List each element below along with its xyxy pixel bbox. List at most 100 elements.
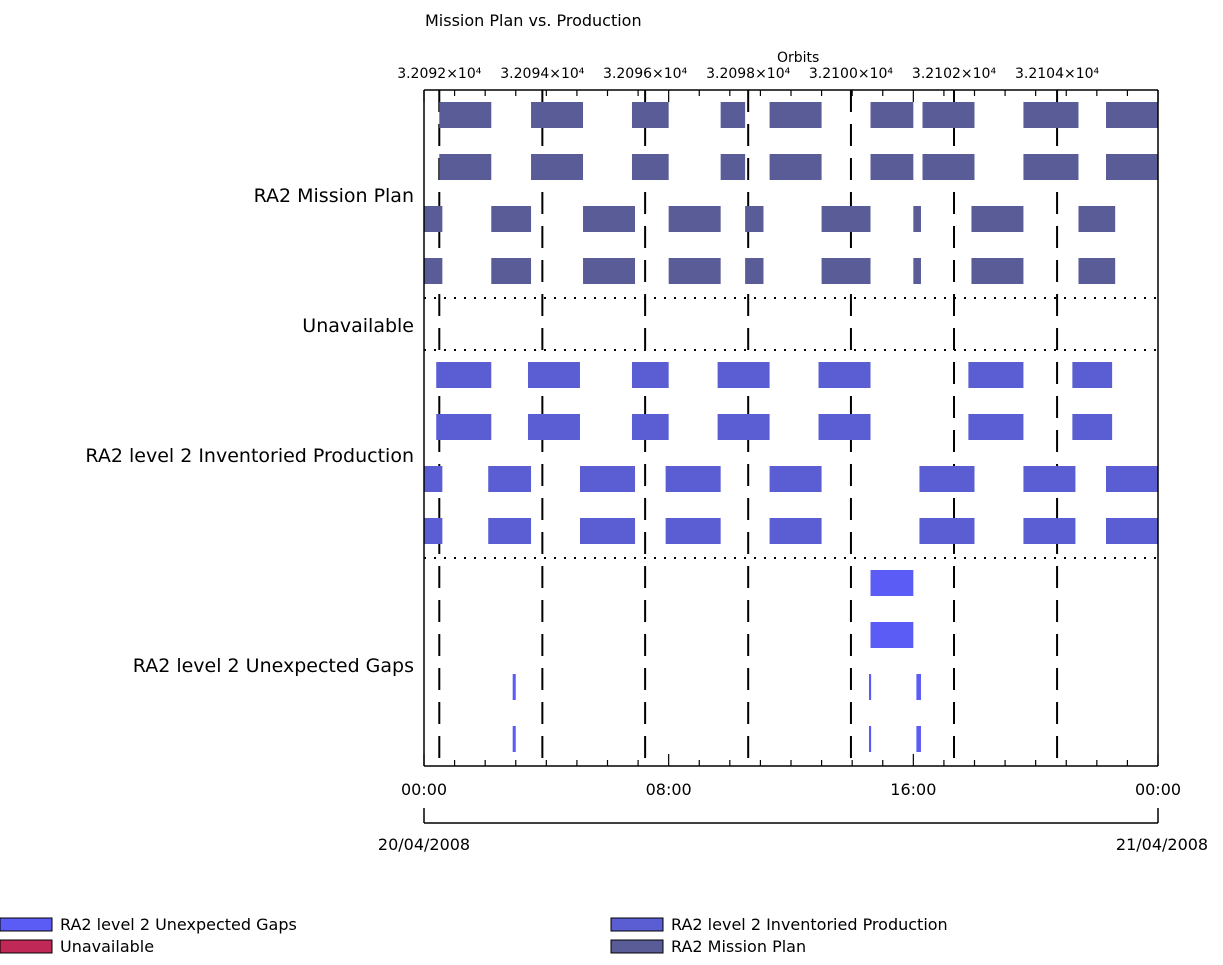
bar-row2-lane3-5: [919, 518, 975, 544]
bar-row3-lane0-0: [870, 570, 914, 596]
bar-row2-lane0-2: [631, 362, 669, 388]
row-label-1: Unavailable: [302, 315, 414, 337]
bar-row2-lane1-0: [436, 414, 492, 440]
bar-row0-lane3-4: [745, 258, 764, 284]
legend-label-2: RA2 level 2 Inventoried Production: [671, 915, 948, 934]
bar-row3-lane2-2: [916, 674, 921, 700]
bar-row0-lane2-3: [668, 206, 721, 232]
bar-row0-lane2-6: [913, 206, 921, 232]
bar-row0-lane3-0: [424, 258, 443, 284]
bar-row0-lane1-0: [439, 154, 492, 180]
bar-row2-lane1-4: [818, 414, 871, 440]
bar-row0-lane3-1: [491, 258, 532, 284]
bar-row2-lane1-2: [631, 414, 669, 440]
labels-layer: RA2 Mission Plan Unavailable RA2 level 2 I…: [85, 66, 1208, 854]
row-label-0: RA2 Mission Plan: [254, 185, 414, 207]
bar-row2-lane0-3: [717, 362, 770, 388]
bar-row0-lane2-1: [491, 206, 532, 232]
legend: RA2 level 2 Unexpected Gaps Unavailable RA…: [0, 915, 948, 956]
bar-row2-lane1-5: [968, 414, 1024, 440]
bar-row0-lane0-1: [531, 102, 584, 128]
axes-layer: [423, 89, 1159, 824]
x-tick-label-3: 00:00: [1135, 780, 1181, 799]
bar-row0-lane2-8: [1078, 206, 1116, 232]
x-tick-label-1: 08:00: [646, 780, 692, 799]
bar-row2-lane2-5: [919, 466, 975, 492]
bar-row0-lane0-5: [870, 102, 914, 128]
bar-row0-lane0-4: [769, 102, 822, 128]
top-axis-tick-label-0: 3.2092×10⁴: [397, 66, 482, 82]
row-label-3: RA2 level 2 Unexpected Gaps: [133, 655, 414, 677]
bar-row0-lane1-5: [870, 154, 914, 180]
bar-row2-lane3-2: [579, 518, 636, 544]
top-axis-tick-label-5: 3.2102×10⁴: [912, 66, 997, 82]
bar-row2-lane3-0: [424, 518, 443, 544]
x-tick-label-0: 00:00: [401, 780, 447, 799]
bar-row2-lane2-1: [488, 466, 532, 492]
date-label-0: 20/04/2008: [378, 835, 470, 854]
bar-row0-lane1-3: [720, 154, 746, 180]
bar-row2-lane3-1: [488, 518, 532, 544]
bar-row2-lane0-1: [527, 362, 580, 388]
bar-row2-lane0-6: [1072, 362, 1113, 388]
bar-row3-lane1-0: [870, 622, 914, 648]
legend-label-3: RA2 Mission Plan: [671, 937, 806, 956]
top-axis-label: Orbits: [777, 50, 819, 66]
bar-row0-lane1-4: [769, 154, 822, 180]
bar-row2-lane0-4: [818, 362, 871, 388]
legend-swatch-3: [610, 939, 664, 954]
bar-row3-lane2-0: [512, 674, 516, 700]
bar-row3-lane3-2: [916, 726, 921, 752]
bar-row0-lane2-2: [583, 206, 636, 232]
bar-row0-lane3-6: [913, 258, 921, 284]
bar-row2-lane2-4: [769, 466, 822, 492]
bar-row2-lane3-7: [1106, 518, 1158, 544]
legend-label-0: RA2 level 2 Unexpected Gaps: [60, 915, 297, 934]
chart-title: Mission Plan vs. Production: [425, 11, 642, 30]
bar-row0-lane0-6: [922, 102, 975, 128]
bar-row0-lane0-8: [1106, 102, 1158, 128]
bar-row0-lane2-4: [745, 206, 764, 232]
x-tick-label-2: 16:00: [890, 780, 936, 799]
bar-row3-lane2-1: [868, 674, 872, 700]
bar-row0-lane2-5: [821, 206, 871, 232]
bar-row2-lane2-2: [579, 466, 636, 492]
bar-row2-lane2-7: [1106, 466, 1158, 492]
bar-row0-lane0-0: [439, 102, 492, 128]
bar-row0-lane3-3: [668, 258, 721, 284]
bar-row0-lane0-3: [720, 102, 746, 128]
top-axis-tick-label-4: 3.2100×10⁴: [809, 66, 894, 82]
bar-row2-lane2-0: [424, 466, 443, 492]
date-label-1: 21/04/2008: [1116, 835, 1208, 854]
bar-row3-lane3-1: [868, 726, 872, 752]
bar-row0-lane3-5: [821, 258, 871, 284]
bar-row0-lane1-7: [1023, 154, 1079, 180]
bar-row2-lane2-3: [665, 466, 721, 492]
bar-row0-lane3-8: [1078, 258, 1116, 284]
bar-row0-lane0-2: [631, 102, 669, 128]
legend-swatch-1: [0, 939, 53, 954]
bar-row3-lane3-0: [512, 726, 516, 752]
bar-row0-lane0-7: [1023, 102, 1079, 128]
legend-label-1: Unavailable: [60, 937, 154, 956]
bar-row0-lane2-7: [971, 206, 1024, 232]
top-axis-tick-label-2: 3.2096×10⁴: [603, 66, 688, 82]
bar-row2-lane0-0: [436, 362, 492, 388]
row-label-2: RA2 level 2 Inventoried Production: [85, 445, 414, 467]
bar-row0-lane1-8: [1106, 154, 1158, 180]
bar-row0-lane1-1: [531, 154, 584, 180]
bar-row0-lane1-6: [922, 154, 975, 180]
bar-row0-lane2-0: [424, 206, 443, 232]
bar-row2-lane1-3: [717, 414, 770, 440]
bar-row0-lane3-2: [583, 258, 636, 284]
grid-layer: [424, 90, 1158, 766]
bar-row2-lane3-6: [1023, 518, 1076, 544]
bar-row2-lane1-1: [527, 414, 580, 440]
top-axis-tick-label-1: 3.2094×10⁴: [500, 66, 585, 82]
bar-row0-lane3-7: [971, 258, 1024, 284]
legend-swatch-2: [610, 917, 664, 932]
bar-row2-lane1-6: [1072, 414, 1113, 440]
bar-row2-lane3-3: [665, 518, 721, 544]
top-axis-tick-label-6: 3.2104×10⁴: [1015, 66, 1100, 82]
